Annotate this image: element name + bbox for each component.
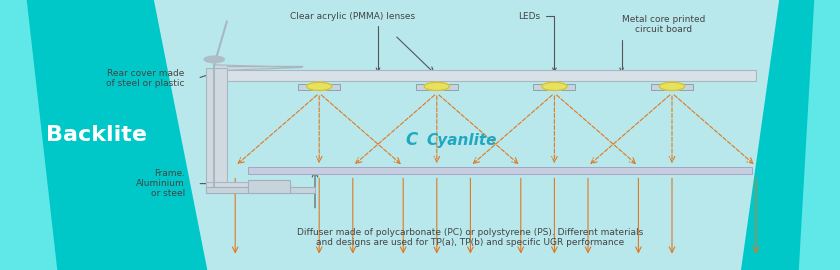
Text: Diffuser made of polycarbonate (PC) or polystyrene (PS). Different materials
and: Diffuser made of polycarbonate (PC) or p…	[297, 228, 643, 247]
Text: Backlite: Backlite	[46, 125, 147, 145]
Polygon shape	[0, 0, 59, 270]
Circle shape	[204, 56, 224, 63]
FancyBboxPatch shape	[185, 0, 790, 270]
Text: Metal core printed
circuit board: Metal core printed circuit board	[620, 15, 706, 72]
Polygon shape	[798, 0, 840, 270]
Text: C: C	[406, 131, 417, 149]
Circle shape	[542, 82, 567, 90]
FancyBboxPatch shape	[416, 84, 458, 90]
Text: Clear acrylic (PMMA) lenses: Clear acrylic (PMMA) lenses	[291, 12, 415, 72]
FancyBboxPatch shape	[206, 182, 290, 189]
Circle shape	[307, 82, 332, 90]
FancyBboxPatch shape	[298, 84, 340, 90]
FancyBboxPatch shape	[248, 180, 290, 193]
Polygon shape	[0, 0, 210, 270]
Text: Frame.
Aluminium
or steel: Frame. Aluminium or steel	[136, 169, 185, 198]
FancyBboxPatch shape	[206, 68, 227, 189]
Circle shape	[659, 82, 685, 90]
FancyBboxPatch shape	[206, 187, 315, 193]
Text: Rear cover made
of steel or plastic: Rear cover made of steel or plastic	[107, 69, 185, 88]
FancyBboxPatch shape	[533, 84, 575, 90]
FancyBboxPatch shape	[651, 84, 693, 90]
FancyBboxPatch shape	[248, 167, 752, 174]
Polygon shape	[214, 65, 302, 70]
Polygon shape	[739, 0, 840, 270]
Text: LEDs: LEDs	[518, 12, 556, 72]
Text: Cyanlite: Cyanlite	[427, 133, 497, 148]
FancyBboxPatch shape	[210, 70, 756, 81]
Circle shape	[424, 82, 449, 90]
